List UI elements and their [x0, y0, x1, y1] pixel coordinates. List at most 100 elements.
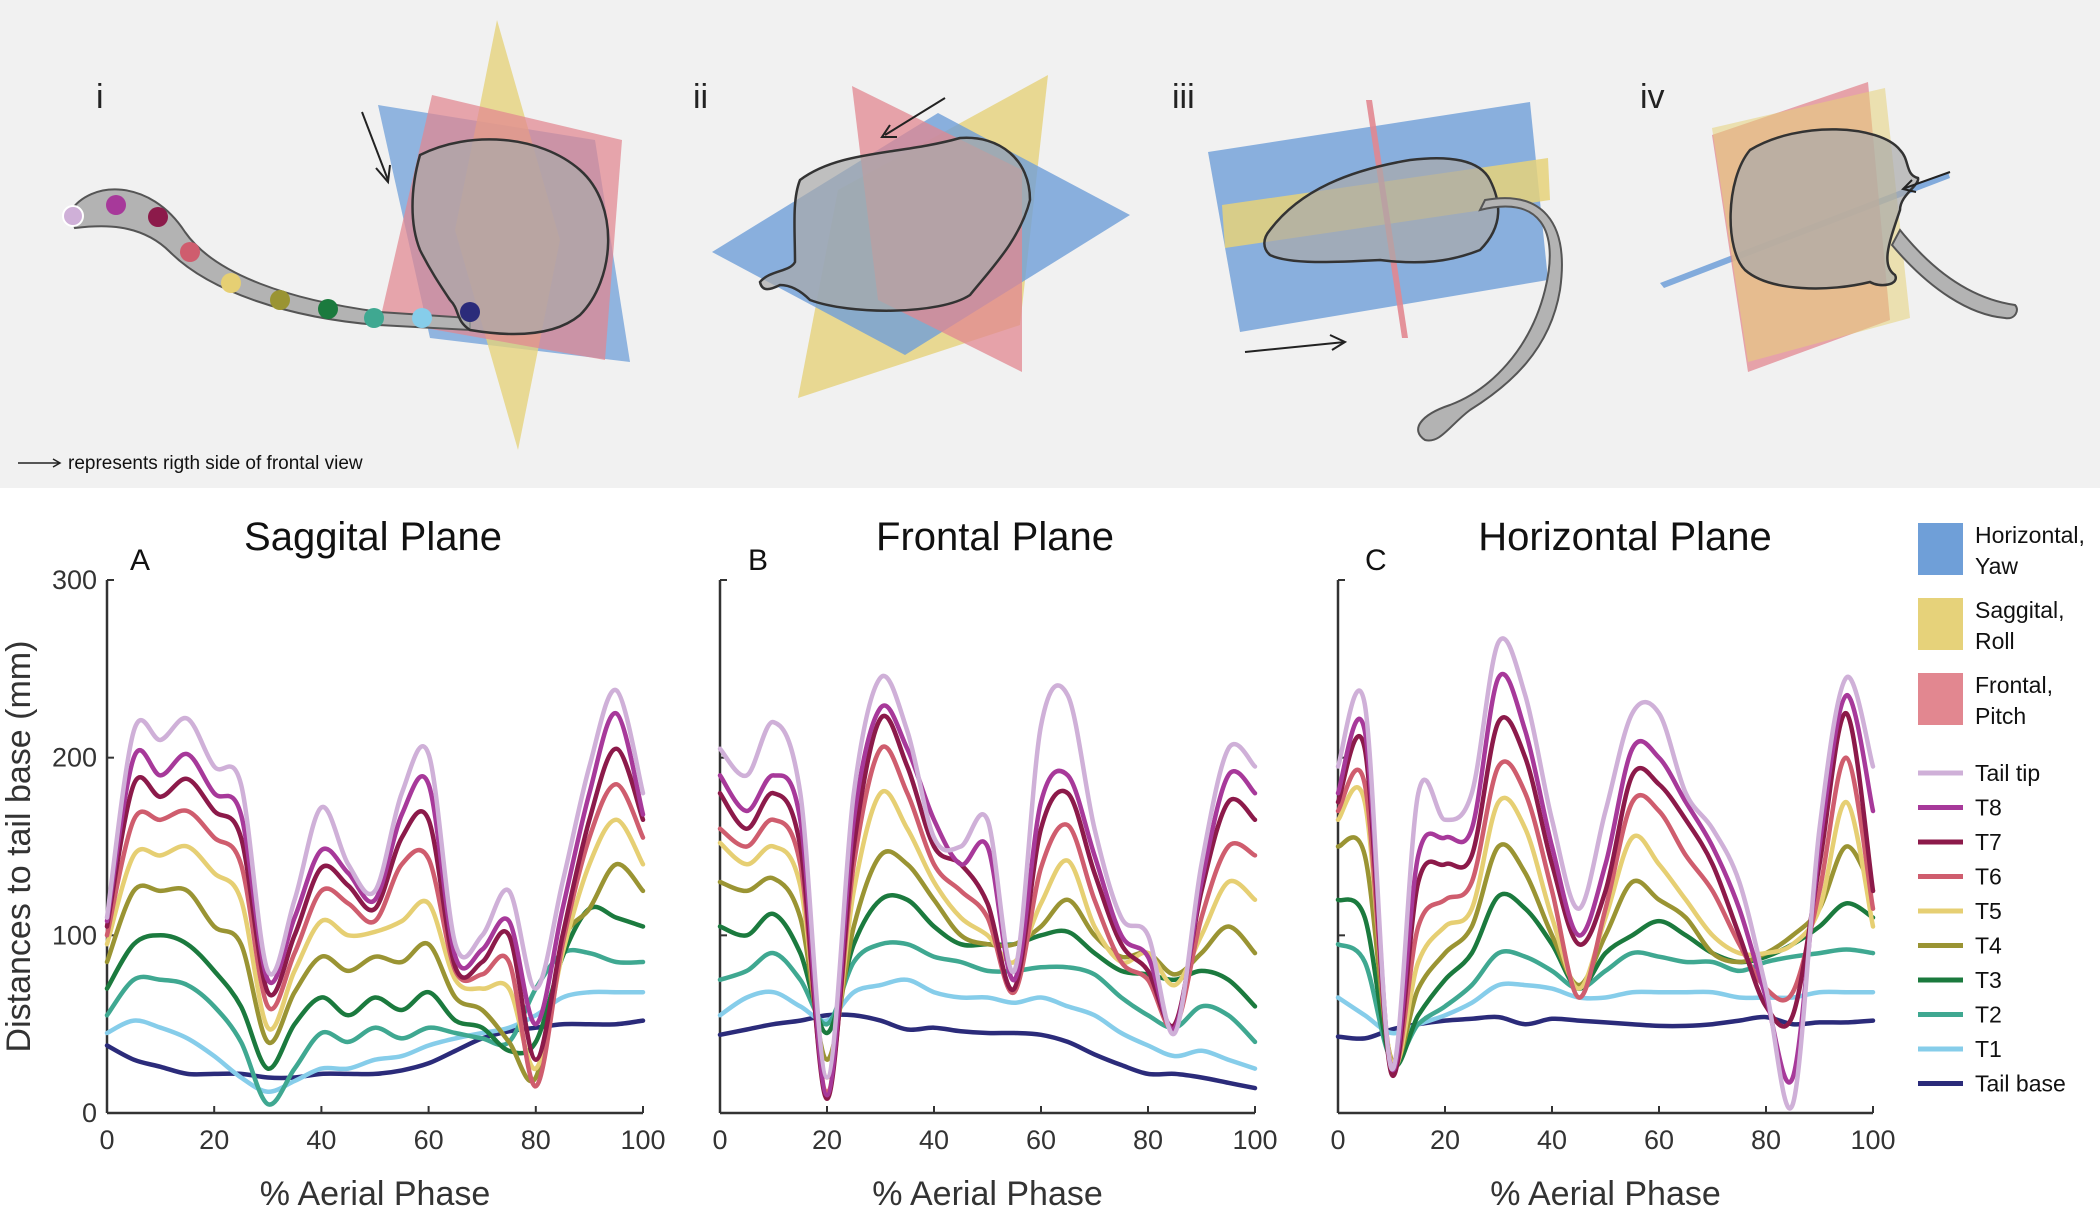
- marker-tail-base: [460, 302, 480, 322]
- mouse-body-shape: [1729, 128, 1920, 290]
- legend-plane-label: Frontal,: [1975, 672, 2053, 698]
- series-line-t2: [104, 947, 646, 1107]
- mouse-body-shape: [758, 136, 1032, 312]
- marker-t6: [180, 242, 200, 262]
- legend-label-t4: T4: [1975, 933, 2002, 959]
- x-tick-label: 20: [199, 1125, 229, 1155]
- x-tick-label: 80: [1133, 1125, 1163, 1155]
- mouse-tail-shape: [1890, 228, 2018, 320]
- panel-letter: B: [748, 544, 768, 577]
- x-tick-label: 60: [1644, 1125, 1674, 1155]
- note-text: represents rigth side of frontal view: [68, 453, 363, 474]
- chart-title: Frontal Plane: [876, 515, 1114, 559]
- x-axis-label: % Aerial Phase: [260, 1175, 491, 1213]
- marker-t1: [412, 308, 432, 328]
- series-line-t1: [717, 977, 1258, 1071]
- legend-plane-sublabel: Roll: [1975, 628, 2015, 654]
- x-tick-label: 0: [712, 1125, 727, 1155]
- panel-letter: C: [1365, 544, 1387, 577]
- marker-t4: [270, 290, 290, 310]
- x-tick-label: 0: [99, 1125, 114, 1155]
- y-axis-label: Distances to tail base (mm): [0, 641, 38, 1053]
- x-tick-label: 100: [620, 1125, 665, 1155]
- schematic-ii: ii: [693, 75, 1130, 398]
- schematic-label-ii: ii: [693, 78, 708, 116]
- legend-label-t7: T7: [1975, 829, 2002, 855]
- y-tick-label: 100: [52, 920, 97, 950]
- marker-tail-tip: [62, 205, 84, 227]
- schematic-iv: iv: [1640, 78, 2018, 372]
- chart-title: Horizontal Plane: [1478, 515, 1772, 559]
- chart-panel-b: Frontal Plane B 0 20 40 60 80 100 % Aerial Phase: [712, 515, 1277, 1213]
- chart-title: Saggital Plane: [244, 515, 502, 559]
- x-tick-label: 80: [1751, 1125, 1781, 1155]
- series-line-t8: [104, 711, 646, 1027]
- legend-label-tail-base: Tail base: [1975, 1071, 2066, 1097]
- x-tick-label: 20: [1430, 1125, 1460, 1155]
- legend-plane-label: Saggital,: [1975, 597, 2065, 623]
- x-tick-label: 60: [414, 1125, 444, 1155]
- legend-label-t6: T6: [1975, 864, 2002, 890]
- marker-t8: [106, 195, 126, 215]
- series-line-tail-base: [104, 1018, 646, 1081]
- x-axis-label: % Aerial Phase: [872, 1175, 1103, 1213]
- legend-label-t5: T5: [1975, 898, 2002, 924]
- series-line-tail-tip: [717, 673, 1258, 1080]
- x-tick-label: 40: [1537, 1125, 1567, 1155]
- schematic-label-i: i: [96, 78, 104, 116]
- marker-t2: [364, 308, 384, 328]
- panel-letter: A: [130, 544, 150, 577]
- frontal-view-note: represents rigth side of frontal view: [18, 453, 363, 474]
- x-tick-label: 40: [919, 1125, 949, 1155]
- marker-t7: [148, 207, 168, 227]
- chart-panel-c: Horizontal Plane C 0 20 40 60 80 100 % Aerial Ph…: [1330, 515, 1895, 1213]
- legend-label-t1: T1: [1975, 1036, 2002, 1062]
- x-tick-label: 40: [306, 1125, 336, 1155]
- direction-arrow: [361, 111, 389, 181]
- x-tick-label: 20: [812, 1125, 842, 1155]
- direction-arrow: [1904, 171, 1951, 189]
- series-line-tail-tip: [104, 687, 646, 991]
- marker-t5: [221, 273, 241, 293]
- x-tick-label: 60: [1026, 1125, 1056, 1155]
- direction-arrow: [1244, 341, 1346, 353]
- legend-swatch-plane: [1918, 598, 1963, 650]
- series-line-tail-base: [717, 1012, 1258, 1091]
- schematic-label-iii: iii: [1172, 78, 1195, 116]
- legend-swatch-plane: [1918, 673, 1963, 725]
- marker-t3: [318, 299, 338, 319]
- legend-swatch-plane: [1918, 523, 1963, 575]
- direction-arrow-head: [375, 164, 391, 185]
- y-tick-label: 0: [82, 1098, 97, 1128]
- direction-arrow: [884, 97, 946, 136]
- note-arrow-head: [52, 458, 62, 468]
- series-line-t7: [104, 746, 646, 1062]
- tail-markers: [62, 195, 480, 328]
- series-line-t2: [1335, 941, 1876, 1064]
- direction-arrow-head: [1901, 179, 1917, 193]
- x-tick-label: 80: [521, 1125, 551, 1155]
- legend-label-t8: T8: [1975, 795, 2002, 821]
- mouse-body-shape: [411, 138, 610, 336]
- series-line-t7: [717, 713, 1258, 1102]
- chart-panel-a: Saggital Plane A 0 100 200 300 0 20 40 60 80 100 % A…: [0, 515, 666, 1213]
- y-tick-label: 300: [52, 565, 97, 595]
- series-line-t1: [104, 989, 646, 1094]
- direction-arrow-head: [1329, 334, 1348, 351]
- legend-label-t3: T3: [1975, 967, 2002, 993]
- mouse-tail-shape: [1417, 197, 1563, 442]
- x-tick-label: 100: [1850, 1125, 1895, 1155]
- schematic-iii: iii: [1172, 78, 1563, 442]
- series-line-tail-tip: [1335, 636, 1876, 1111]
- schematic-label-iv: iv: [1640, 78, 1665, 116]
- legend-label-t2: T2: [1975, 1002, 2002, 1028]
- schematic-i: i: [62, 20, 630, 450]
- legend-plane-sublabel: Pitch: [1975, 703, 2026, 729]
- mouse-body-shape: [1263, 156, 1500, 264]
- x-tick-label: 0: [1330, 1125, 1345, 1155]
- x-tick-label: 100: [1232, 1125, 1277, 1155]
- legend-label-tail-tip: Tail tip: [1975, 760, 2040, 786]
- y-tick-label: 200: [52, 743, 97, 773]
